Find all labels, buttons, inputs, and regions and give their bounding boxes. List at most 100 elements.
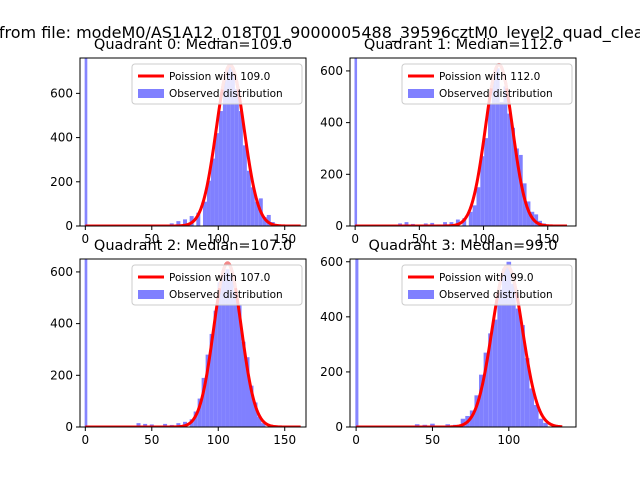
x-tick-label: 50 — [412, 232, 427, 246]
histogram-bar — [460, 418, 466, 427]
x-tick-label: 0 — [352, 433, 360, 447]
histogram-bar — [245, 357, 250, 427]
histogram-bar — [476, 187, 481, 226]
y-tick-label: 400 — [320, 116, 343, 130]
histogram-bar — [543, 422, 548, 427]
subplot-quadrant-1: 0 50 100 150 0 200 400 600 Poission with 112.0 Ob… — [320, 37, 577, 246]
x-tick-label: 50 — [144, 232, 159, 246]
y-tick-label: 200 — [320, 365, 343, 379]
legend-label-observed: Observed distribution — [439, 88, 553, 100]
histogram-bar — [196, 212, 201, 226]
legend-box — [131, 63, 303, 105]
histogram-bar — [520, 325, 525, 427]
legend-box — [401, 264, 573, 306]
legend-box — [131, 264, 303, 306]
histogram-bar — [468, 211, 473, 226]
y-tick-label: 200 — [50, 175, 73, 189]
x-tick-label: 150 — [273, 232, 296, 246]
poisson-curve — [354, 62, 568, 226]
histogram-bar — [229, 274, 234, 427]
histogram-bar-zero — [355, 259, 359, 427]
histogram-bar — [183, 219, 188, 226]
histogram-bar — [226, 65, 231, 226]
histogram-bar — [495, 68, 500, 226]
plot-area — [355, 259, 563, 427]
x-tick-label: 100 — [497, 433, 520, 447]
histogram-bar — [176, 221, 181, 226]
y-tick-label: 0 — [65, 219, 73, 233]
subplot-title: Quadrant 0: Median=109.0 — [94, 37, 292, 53]
histogram-bar — [488, 333, 493, 427]
legend-label-observed: Observed distribution — [439, 289, 553, 301]
subplot-title: Quadrant 3: Median=99.0 — [369, 238, 558, 254]
y-tick-label: 0 — [335, 420, 343, 434]
histogram-bar — [241, 341, 246, 427]
legend-bar-swatch — [138, 290, 164, 299]
histogram-bar — [193, 411, 198, 427]
histogram-bar — [217, 282, 222, 427]
legend-label-poisson: Poission with 107.0 — [169, 272, 270, 284]
histogram-bar — [202, 201, 207, 226]
histogram-bar-zero — [354, 58, 358, 226]
histogram-bar — [237, 305, 242, 427]
histogram-bar — [234, 88, 239, 226]
histogram-bar — [230, 69, 235, 226]
legend: Poission with 112.0 Observed distribution — [401, 63, 573, 105]
x-tick-label: 0 — [81, 433, 89, 447]
histogram-bar — [506, 261, 512, 427]
histogram-bar — [534, 214, 539, 226]
legend-label-poisson: Poission with 99.0 — [439, 272, 534, 284]
axes-frame — [79, 258, 307, 428]
histogram-bar — [238, 111, 243, 226]
histogram-bar-zero — [84, 259, 88, 427]
histogram-bar — [511, 283, 516, 427]
histogram-bar — [266, 214, 271, 226]
y-tick-label: 0 — [65, 420, 73, 434]
y-tick-label: 400 — [320, 310, 343, 324]
figure-suptitle: Data from file: modeM0/AS1A12_018T01_900… — [0, 23, 640, 43]
histogram-bar — [262, 217, 267, 226]
histogram-bar — [246, 170, 251, 226]
histogram-bar — [222, 80, 227, 226]
legend-bar-swatch — [138, 89, 164, 98]
y-tick-label: 400 — [50, 317, 73, 331]
axes-frame — [349, 57, 577, 227]
histogram-bar — [492, 319, 498, 427]
histogram-bar — [261, 423, 266, 427]
histogram-bar — [534, 404, 539, 427]
histogram-bar — [538, 418, 544, 427]
histogram-bar — [472, 205, 477, 226]
histogram-bar — [218, 111, 223, 226]
subplot-title: Quadrant 2: Median=107.0 — [94, 238, 292, 254]
y-tick-label: 400 — [50, 131, 73, 145]
histogram-bar — [449, 222, 454, 226]
histogram-bar — [404, 222, 409, 226]
histogram-bar — [483, 352, 489, 427]
histogram-bar — [210, 158, 215, 226]
x-tick-label: 150 — [536, 232, 559, 246]
histogram-bar — [214, 133, 219, 226]
histogram-bar — [518, 154, 523, 226]
plot-area — [354, 58, 568, 226]
x-tick-label: 100 — [472, 232, 495, 246]
histogram-bar — [197, 398, 202, 427]
y-tick-label: 600 — [320, 255, 343, 269]
histogram-bar — [529, 388, 535, 427]
legend: Poission with 109.0 Observed distribution — [131, 63, 303, 105]
histogram-bar — [443, 222, 447, 226]
poisson-curve — [355, 264, 563, 427]
x-tick-label: 100 — [207, 232, 230, 246]
y-tick-label: 600 — [50, 86, 73, 100]
subplot-quadrant-3: 0 50 100 0 200 400 600 Poission with 99.0 Observ… — [320, 238, 577, 447]
histogram-bar — [209, 333, 214, 427]
histogram-bar — [213, 310, 218, 427]
poisson-curve — [84, 63, 302, 226]
histogram-bar-zero — [84, 58, 88, 226]
histogram-bar — [462, 218, 467, 226]
histogram-bar — [225, 269, 230, 427]
histogram-bar — [499, 101, 504, 226]
histogram-bar — [488, 104, 492, 226]
histogram-bar — [257, 416, 262, 427]
histogram-bar — [484, 138, 489, 226]
